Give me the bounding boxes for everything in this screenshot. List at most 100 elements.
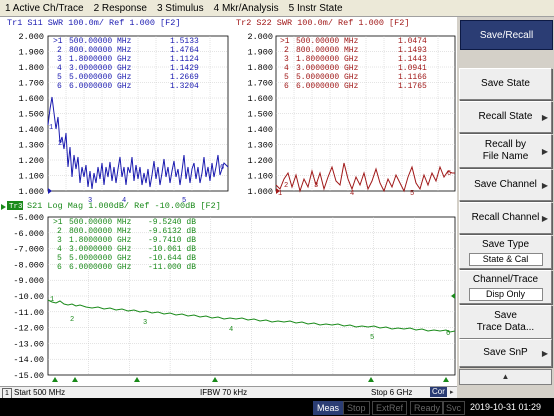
tr1-ytick: 1.000 [18,187,44,197]
tr2-header: Tr2 S22 SWR 100.0m/ Ref 1.000 [F2] [236,18,409,28]
tr2-plot-frame [275,35,456,192]
marker-flag: 3 [314,182,318,190]
marker-id: 6 [57,82,62,91]
tr3-ytick: -15.00 [13,371,44,381]
trace-data-label: Trace Data... [476,322,535,333]
start-frequency: Start 500 MHz [14,388,66,397]
marker-freq: 5.0000000 GHz [296,73,359,82]
tr2-ytick: 1.100 [247,172,273,182]
marker-freq: 1.8000000 GHz [69,236,132,245]
tr1-header: Tr1 S11 SWR 100.0m/ Ref 1.000 [F2] [7,18,180,28]
marker-value: 1.4764 [170,46,199,55]
tr2-ytick: 1.600 [247,94,273,104]
marker-flag: 4 [350,190,354,198]
recall-channel-label: Recall Channel [471,212,540,223]
marker-value: 1.1429 [170,64,199,73]
marker-freq: 1.8000000 GHz [296,55,359,64]
tr1-yticks: 2.000 1.900 1.800 1.700 1.600 1.500 1.40… [18,32,44,197]
recall-by-file-name-button[interactable]: Recall by File Name ▶ [459,134,552,168]
marker-id: 6 [284,82,289,91]
marker-flag: 5 [182,197,186,205]
menu-stimulus[interactable]: 3 Stimulus [156,2,204,14]
recall-by-label: Recall by [484,139,527,150]
marker-value: 1.1443 [398,55,427,64]
datetime: 2019-10-31 01:29 [470,402,542,412]
marker-value: 1.3204 [170,82,199,91]
tr3-ytick: -12.00 [13,324,44,334]
tr3-ytick: -10.00 [13,292,44,302]
save-type-button[interactable]: Save Type State & Cal [459,235,552,269]
marker-freq: 3.0000000 GHz [69,64,132,73]
save-snp-button[interactable]: Save SnP ▶ [459,339,552,367]
marker-value: 1.1124 [170,55,199,64]
chevron-right-icon: ▶ [541,181,548,190]
marker-value: -9.5240 dB [148,218,196,227]
marker-freq: 3.0000000 GHz [296,64,359,73]
tr3-ytick: -9.000 [13,276,44,286]
softkey-menu-title: Save/Recall [460,20,553,50]
tr1-ytick: 1.700 [18,79,44,89]
marker-value: 1.1493 [398,46,427,55]
svc-status: Svc [442,401,466,415]
marker-flag: 6 [446,330,450,338]
marker-flag: 2 [284,182,288,190]
tr2-ytick: 1.300 [247,141,273,151]
marker-id: 5 [57,73,62,82]
marker-value: 1.1765 [398,82,427,91]
menu-instr-state[interactable]: 5 Instr State [288,2,343,14]
marker-value: 1.0474 [398,37,427,46]
marker-flag: 6 [220,164,224,172]
scroll-right-icon[interactable]: ▸ [450,389,454,396]
tr1-marker-table: >1 500.00000 MHz 1.5133 2 800.00000 MHz 1.47… [53,37,199,91]
marker-flag: 5 [410,190,414,198]
tr3-ytick: -5.000 [13,213,44,223]
trace-display: Tr1 S11 SWR 100.0m/ Ref 1.000 [F2] 2.000… [1,18,456,382]
marker-freq: 500.00000 MHz [296,37,359,46]
tr3-ytick: -11.00 [13,308,44,318]
tr1-ytick: 1.800 [18,63,44,73]
chevron-right-icon: ▶ [541,349,548,358]
marker-flag: 1 [278,190,282,198]
tr3-label-box[interactable] [7,201,23,210]
softkey-panel: Save/Recall Save State Recall State ▶ Rec… [457,17,554,386]
marker-value: 1.5133 [170,37,199,46]
menu-mkr-analysis[interactable]: 4 Mkr/Analysis [213,2,279,14]
marker-id: 2 [284,46,289,55]
recall-channel-button[interactable]: Recall Channel ▶ [459,202,552,234]
tr3-grid [48,217,455,375]
marker-freq: 500.00000 MHz [69,37,132,46]
tr2-yticks: 2.000 1.900 1.800 1.700 1.600 1.500 1.40… [247,32,273,197]
marker-freq: 1.8000000 GHz [69,55,132,64]
marker-id: 6 [57,263,62,272]
marker-id: >1 [53,218,63,227]
menu-bar: 1 Active Ch/Trace 2 Response 3 Stimulus … [0,0,554,17]
tr3-ytick: -13.00 [13,339,44,349]
save-trace-data-button[interactable]: Save Trace Data... [459,305,552,339]
marker-flag: 2 [70,316,74,324]
marker-freq: 5.0000000 GHz [69,73,132,82]
save-channel-button[interactable]: Save Channel ▶ [459,169,552,201]
tr1-ytick: 1.500 [18,110,44,120]
marker-flag: 1 [50,296,54,304]
save-state-button[interactable]: Save State [459,68,552,100]
tr3-marker-table: >1 500.00000 MHz -9.5240 dB 2 800.00000 MHz… [53,218,196,272]
recall-state-button[interactable]: Recall State ▶ [459,101,552,133]
tr2-marker-table: >1 500.00000 MHz 1.0474 2 800.00000 MHz 1.14… [280,37,427,91]
chevron-right-icon: ▶ [541,113,548,122]
meas-status: Meas [313,401,344,415]
tr3-ytick: -6.000 [13,229,44,239]
tr2-trace [275,162,455,193]
menu-active-ch-trace[interactable]: 1 Active Ch/Trace [5,2,84,14]
marker-freq: 6.0000000 GHz [69,82,132,91]
stop-frequency: Stop 6 GHz [371,388,413,397]
channel-trace-button[interactable]: Channel/Trace Disp Only [459,270,552,304]
scroll-up-button[interactable]: ▲ [459,369,552,385]
save-snp-label: Save SnP [483,347,528,358]
chevron-up-icon: ▲ [501,372,510,381]
marker-value: -10.644 dB [148,254,196,263]
menu-response[interactable]: 2 Response [93,2,147,14]
marker-flag: 2 [58,140,62,148]
marker-id: 3 [284,55,289,64]
tr1-marker-flags: 1 2 3 4 5 6 [49,124,224,205]
stop-status: Stop [343,401,370,415]
